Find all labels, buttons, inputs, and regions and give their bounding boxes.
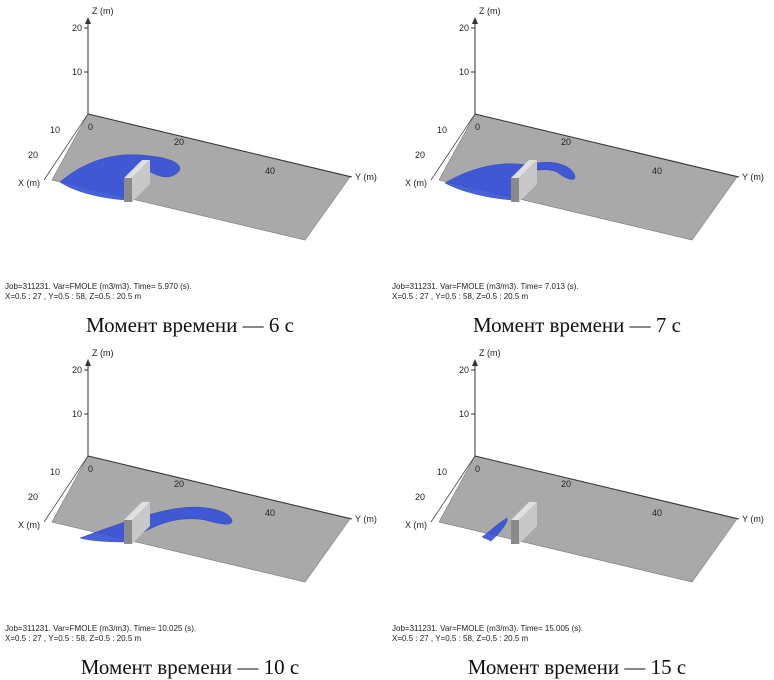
y-tick-label: 40 <box>652 166 662 176</box>
gas-plume <box>444 161 576 201</box>
caption: Момент времени — 10 с <box>81 655 299 679</box>
x-tick-label: 20 <box>28 492 38 502</box>
z-tick-label: 10 <box>459 409 469 419</box>
y-axis-label: Y (m) <box>355 514 377 524</box>
panel: Z (m) 20 10 10 20 X (m) 0 20 40 Y (m) Job=311231. … <box>5 348 377 679</box>
barrier-top <box>511 502 537 520</box>
y-tick-label: 40 <box>652 508 662 518</box>
panel: Z (m) 20 10 10 20 X (m) 0 20 40 Y (m) Job=311231. … <box>392 6 764 337</box>
y-axis <box>474 455 740 520</box>
y-tick-label: 40 <box>265 508 275 518</box>
barrier-top <box>511 160 537 178</box>
info-line: Job=311231. Var=FMOLE (m3/m3). Time= 15.… <box>392 624 583 633</box>
barrier-top <box>124 160 150 178</box>
z-tick-label: 20 <box>459 23 469 33</box>
x-axis-label: X (m) <box>405 520 427 530</box>
y-tick-label: 0 <box>88 464 93 474</box>
info-line: X=0.5 : 27 , Y=0.5 : 58, Z=0.5 : 20.5 m <box>392 292 529 301</box>
y-tick-label: 0 <box>88 122 93 132</box>
panel: Z (m) 20 10 10 20 X (m) 0 20 40 Y (m) Job=311231. … <box>392 348 764 679</box>
z-arrow <box>85 359 91 366</box>
y-tick-label: 20 <box>174 137 184 147</box>
caption: Момент времени — 15 с <box>468 655 686 679</box>
info-line: X=0.5 : 27 , Y=0.5 : 58, Z=0.5 : 20.5 m <box>5 292 142 301</box>
y-tick-label: 40 <box>265 166 275 176</box>
z-axis-label: Z (m) <box>479 6 501 16</box>
z-arrow <box>472 359 478 366</box>
y-tick-label: 20 <box>174 479 184 489</box>
gas-plume <box>481 517 508 542</box>
y-axis <box>87 113 353 178</box>
barrier-side <box>132 502 150 544</box>
x-tick-label: 20 <box>415 492 425 502</box>
caption: Момент времени — 6 с <box>86 313 294 337</box>
x-tick-label: 10 <box>437 125 447 135</box>
z-tick-label: 10 <box>72 409 82 419</box>
barrier-front <box>124 178 132 202</box>
x-axis-label: X (m) <box>18 178 40 188</box>
info-line: X=0.5 : 27 , Y=0.5 : 58, Z=0.5 : 20.5 m <box>5 634 142 643</box>
barrier-front <box>124 520 132 544</box>
ground-plane <box>438 455 738 583</box>
x-axis <box>43 455 89 523</box>
z-arrow <box>85 17 91 24</box>
y-axis-label: Y (m) <box>742 514 764 524</box>
barrier-side <box>132 160 150 202</box>
info-line: Job=311231. Var=FMOLE (m3/m3). Time= 10.… <box>5 624 196 633</box>
z-tick-label: 20 <box>72 365 82 375</box>
barrier-top <box>124 502 150 520</box>
y-tick-label: 20 <box>561 479 571 489</box>
y-axis-label: Y (m) <box>742 172 764 182</box>
x-tick-label: 10 <box>50 467 60 477</box>
x-axis <box>430 455 476 523</box>
z-tick-label: 10 <box>459 67 469 77</box>
x-axis-label: X (m) <box>18 520 40 530</box>
y-axis <box>87 455 353 520</box>
info-line: Job=311231. Var=FMOLE (m3/m3). Time= 5.9… <box>5 282 192 291</box>
info-line: X=0.5 : 27 , Y=0.5 : 58, Z=0.5 : 20.5 m <box>392 634 529 643</box>
z-tick-label: 20 <box>72 23 82 33</box>
x-tick-label: 20 <box>28 150 38 160</box>
z-axis-label: Z (m) <box>92 6 114 16</box>
barrier-front <box>511 178 519 202</box>
x-tick-label: 10 <box>50 125 60 135</box>
z-tick-label: 10 <box>72 67 82 77</box>
x-axis-label: X (m) <box>405 178 427 188</box>
z-arrow <box>472 17 478 24</box>
x-tick-label: 20 <box>415 150 425 160</box>
z-axis-label: Z (m) <box>92 348 114 358</box>
y-tick-label: 20 <box>561 137 571 147</box>
barrier-side <box>519 160 537 202</box>
y-tick-label: 0 <box>475 464 480 474</box>
y-axis-label: Y (m) <box>355 172 377 182</box>
caption: Момент времени — 7 с <box>473 313 681 337</box>
y-tick-label: 0 <box>475 122 480 132</box>
panel: Z (m) 20 10 10 20 X (m) 0 20 40 Y (m) Job=311231. … <box>5 6 377 337</box>
barrier-side <box>519 502 537 544</box>
y-axis <box>474 113 740 178</box>
x-axis <box>430 113 476 181</box>
z-tick-label: 20 <box>459 365 469 375</box>
x-tick-label: 10 <box>437 467 447 477</box>
x-axis <box>43 113 89 181</box>
z-axis-label: Z (m) <box>479 348 501 358</box>
info-line: Job=311231. Var=FMOLE (m3/m3). Time= 7.0… <box>392 282 579 291</box>
barrier-front <box>511 520 519 544</box>
